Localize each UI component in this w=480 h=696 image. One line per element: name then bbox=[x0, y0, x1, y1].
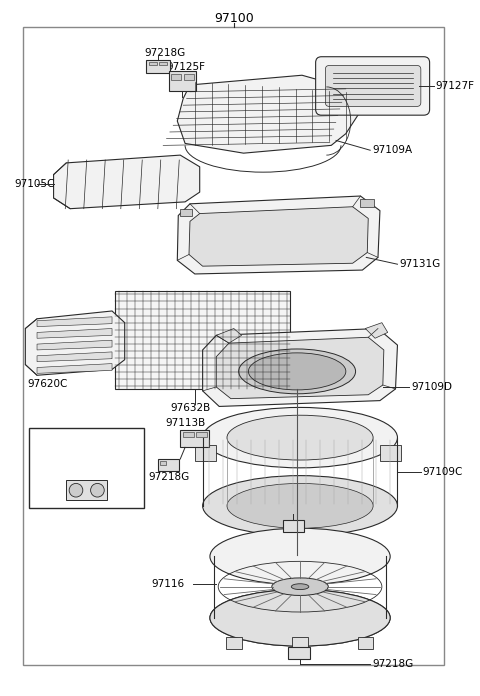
Bar bbox=[115, 292, 290, 389]
Bar bbox=[180, 209, 192, 216]
Bar bbox=[183, 432, 194, 436]
Text: 97632B: 97632B bbox=[170, 404, 211, 413]
Text: 97218G: 97218G bbox=[148, 472, 189, 482]
Polygon shape bbox=[216, 338, 384, 399]
Bar bbox=[29, 428, 144, 508]
FancyBboxPatch shape bbox=[325, 65, 421, 106]
Polygon shape bbox=[216, 329, 241, 343]
Text: 97218G: 97218G bbox=[144, 48, 185, 58]
Ellipse shape bbox=[210, 590, 390, 646]
Polygon shape bbox=[177, 75, 360, 153]
Text: (FULL AUTO: (FULL AUTO bbox=[58, 439, 116, 450]
Text: 97105C: 97105C bbox=[14, 180, 55, 189]
Text: AIR CON): AIR CON) bbox=[64, 452, 109, 462]
Bar bbox=[184, 74, 194, 80]
Bar bbox=[360, 199, 374, 207]
Text: 97100: 97100 bbox=[214, 13, 254, 25]
Polygon shape bbox=[203, 329, 397, 406]
Text: 97176E: 97176E bbox=[67, 465, 107, 475]
Ellipse shape bbox=[239, 349, 356, 394]
Ellipse shape bbox=[69, 484, 83, 497]
Polygon shape bbox=[37, 352, 112, 362]
Ellipse shape bbox=[203, 407, 397, 468]
Bar bbox=[149, 61, 157, 65]
Bar bbox=[288, 647, 310, 659]
Text: 97109C: 97109C bbox=[423, 467, 463, 477]
Bar bbox=[158, 459, 179, 470]
Text: 97131G: 97131G bbox=[399, 259, 441, 269]
Polygon shape bbox=[189, 207, 368, 266]
Text: 97620C: 97620C bbox=[27, 379, 68, 389]
Text: 97113B: 97113B bbox=[166, 418, 206, 428]
Text: 97116: 97116 bbox=[151, 579, 184, 589]
Bar bbox=[196, 432, 206, 436]
Ellipse shape bbox=[291, 584, 309, 590]
Polygon shape bbox=[37, 340, 112, 350]
Bar bbox=[160, 461, 166, 465]
Bar bbox=[283, 521, 304, 532]
Ellipse shape bbox=[91, 484, 104, 497]
FancyBboxPatch shape bbox=[316, 56, 430, 115]
Bar bbox=[380, 445, 401, 461]
Ellipse shape bbox=[203, 475, 397, 536]
Text: 97127F: 97127F bbox=[435, 81, 474, 91]
Bar bbox=[226, 638, 241, 649]
Ellipse shape bbox=[227, 484, 373, 528]
Polygon shape bbox=[25, 311, 125, 375]
Ellipse shape bbox=[249, 353, 346, 390]
Ellipse shape bbox=[210, 528, 390, 585]
Ellipse shape bbox=[272, 578, 328, 596]
Text: 97218G: 97218G bbox=[372, 658, 413, 669]
Polygon shape bbox=[54, 155, 200, 209]
Polygon shape bbox=[37, 329, 112, 338]
Bar bbox=[66, 480, 107, 500]
Bar bbox=[180, 430, 209, 448]
Text: 97125F: 97125F bbox=[167, 63, 205, 72]
Bar bbox=[146, 60, 169, 73]
Bar bbox=[358, 638, 373, 649]
Polygon shape bbox=[37, 317, 112, 326]
Text: 97109A: 97109A bbox=[372, 145, 412, 155]
Bar bbox=[195, 445, 216, 461]
Polygon shape bbox=[365, 323, 388, 338]
Bar bbox=[171, 74, 181, 80]
Polygon shape bbox=[177, 196, 380, 274]
Bar bbox=[292, 638, 308, 649]
Text: 97109D: 97109D bbox=[411, 382, 452, 392]
Text: 97218G: 97218G bbox=[265, 506, 306, 516]
Ellipse shape bbox=[210, 590, 390, 646]
Bar bbox=[168, 71, 196, 90]
Ellipse shape bbox=[227, 416, 373, 460]
Bar bbox=[159, 61, 167, 65]
Polygon shape bbox=[37, 363, 112, 373]
